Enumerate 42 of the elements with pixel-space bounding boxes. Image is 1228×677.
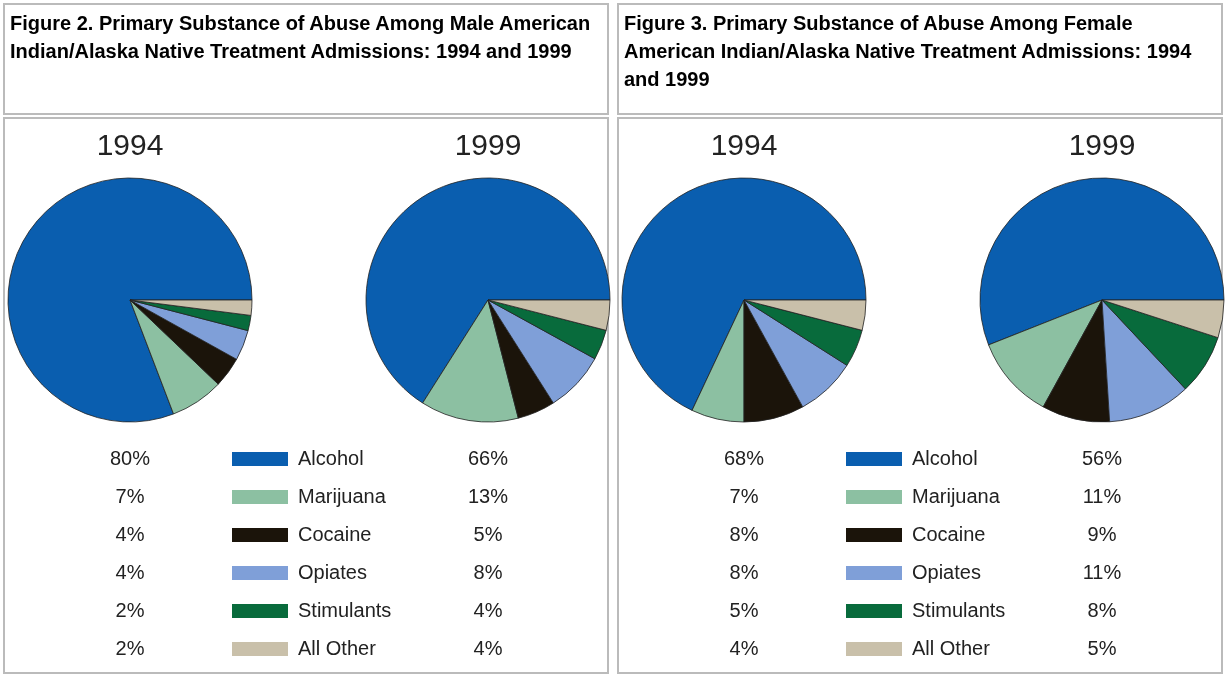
data-label: 4% — [115, 523, 145, 545]
legend-label: Stimulants — [298, 599, 392, 621]
data-label: 4% — [115, 561, 145, 583]
slice-label: 1999 — [1068, 128, 1136, 161]
data-label: 7% — [115, 485, 145, 507]
legend-label: Marijuana — [298, 485, 387, 507]
slice-label: 1999 — [454, 128, 522, 161]
data-label: 8% — [1087, 599, 1117, 621]
data-label: 11% — [1082, 485, 1122, 507]
legend-label: All Other — [912, 637, 991, 659]
data-label: 4% — [473, 637, 503, 659]
data-label: 2% — [115, 637, 145, 659]
legend-label: Alcohol — [298, 447, 364, 469]
data-label: 8% — [729, 561, 759, 583]
data-label: 66% — [467, 447, 509, 469]
chart-title: Figure 3. Primary Substance of Abuse Among Female American Indian/Alaska Native Treatment Admissions: 1994 and 1999 — [624, 12, 1193, 90]
slice-label: 1994 — [710, 128, 778, 161]
data-label: 7% — [729, 485, 759, 507]
data-label: 5% — [473, 523, 503, 545]
legend-label: Cocaine — [298, 523, 372, 545]
data-label: 13% — [467, 485, 509, 507]
data-label: 8% — [473, 561, 503, 583]
legend-label: Cocaine — [912, 523, 986, 545]
data-label: 8% — [729, 523, 759, 545]
data-label: 5% — [1087, 637, 1117, 659]
data-label: 5% — [729, 599, 759, 621]
data-label: 68% — [723, 447, 765, 469]
chart-title: Figure 2. Primary Substance of Abuse Among Male American Indian/Alaska Native Treatment Admissions: 1994 and 1999 — [10, 12, 591, 62]
data-label: 56% — [1081, 447, 1123, 469]
legend-label: Opiates — [912, 561, 981, 583]
legend-label: Opiates — [298, 561, 367, 583]
legend-label: Marijuana — [912, 485, 1001, 507]
legend-label: Alcohol — [912, 447, 978, 469]
data-label: 9% — [1087, 523, 1117, 545]
slice-label: 1994 — [96, 128, 164, 161]
data-label: 11% — [1082, 561, 1122, 583]
data-label: 4% — [729, 637, 759, 659]
data-label: 80% — [109, 447, 151, 469]
legend-label: All Other — [298, 637, 377, 659]
data-label: 2% — [115, 599, 145, 621]
data-label: 4% — [473, 599, 503, 621]
legend-label: Stimulants — [912, 599, 1006, 621]
